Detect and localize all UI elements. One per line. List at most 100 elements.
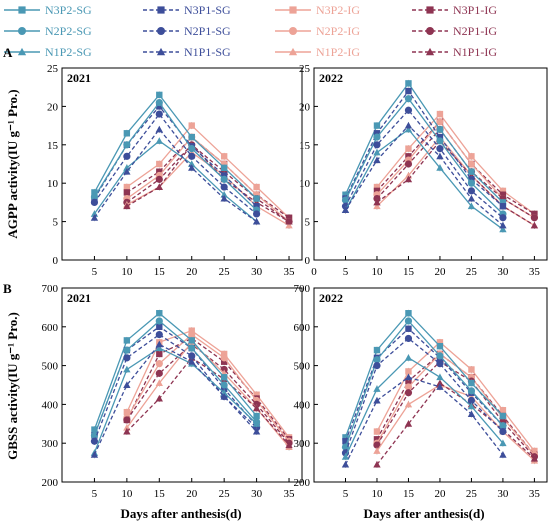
legend-item: N2P1-IG [412, 24, 497, 38]
data-point [468, 168, 475, 175]
x-tick-label: 35 [529, 266, 541, 278]
data-point [155, 340, 163, 348]
series-n2p1-sg [341, 334, 507, 457]
y-tick-label: 25 [299, 63, 311, 75]
data-point [373, 122, 381, 129]
series-line [93, 343, 258, 456]
data-point [499, 187, 507, 195]
data-point [90, 214, 99, 221]
data-point [342, 438, 349, 445]
series-n1p1-sg [341, 373, 507, 469]
y-tick-label: 600 [42, 322, 59, 334]
legend-marker [18, 27, 26, 35]
data-point [405, 377, 412, 385]
series-line [126, 343, 290, 444]
x-tick-label: 30 [497, 488, 509, 500]
data-point [155, 98, 163, 107]
data-point [373, 441, 381, 449]
data-point [188, 352, 196, 360]
x-axis-label-left: Days after anthesis(d) [120, 506, 241, 521]
data-point [373, 133, 381, 141]
data-point [220, 354, 228, 362]
data-point [405, 368, 412, 375]
data-point [436, 343, 444, 350]
data-point [373, 148, 381, 156]
series-n2p2-sg [341, 95, 507, 218]
data-point [188, 133, 195, 141]
data-point [436, 373, 444, 381]
data-point [373, 130, 381, 137]
data-point [404, 95, 413, 103]
data-point [531, 447, 538, 455]
data-point [91, 189, 98, 196]
data-point [499, 407, 507, 414]
legend-marker [289, 6, 297, 14]
series-line [126, 124, 290, 219]
gbss-y-axis-label: GBSS activity(IU g⁻¹ Pro.) [5, 312, 20, 460]
data-point [90, 451, 99, 458]
x-tick-label: 25 [219, 266, 231, 278]
data-point [467, 194, 476, 202]
series-n2p2-ig [123, 330, 293, 445]
data-point [436, 379, 444, 387]
legend-item: N2P2-SG [4, 24, 92, 38]
data-point [467, 396, 476, 405]
x-axis-label-right: Days after anthesis(d) [363, 506, 484, 521]
x-tick-label: 25 [466, 488, 478, 500]
data-point [373, 156, 381, 164]
data-point [155, 110, 163, 118]
legend-item: N3P2-SG [4, 3, 92, 17]
y-tick-label: 500 [42, 361, 59, 373]
series-n2p1-sg [341, 106, 507, 222]
data-point [156, 323, 163, 330]
data-point [155, 137, 163, 144]
x-tick-label: 20 [434, 266, 446, 278]
legend-label: N1P1-IG [453, 45, 497, 59]
data-point [155, 317, 163, 325]
series-n3p1-sg [342, 325, 507, 445]
data-point [123, 337, 131, 344]
data-point [90, 431, 99, 440]
data-point [252, 217, 261, 225]
series-line [93, 128, 257, 223]
x-tick-label: 30 [497, 266, 509, 278]
legend-item: N1P2-SG [4, 45, 92, 59]
data-point [341, 206, 350, 214]
x-tick-label: 15 [403, 488, 415, 500]
gbss-2022-panel: 200 300 400 500 600 700 5 10 15 20 25 30 35 2022 [294, 283, 548, 500]
series-line [376, 120, 535, 219]
data-point [436, 152, 444, 160]
x-tick-label: 0 [311, 266, 317, 278]
data-point [123, 141, 131, 149]
series-line [126, 143, 290, 223]
data-point [467, 402, 476, 410]
x-tick-label: 25 [466, 266, 478, 278]
data-point [188, 327, 195, 334]
series-line [344, 128, 504, 230]
data-point [155, 360, 163, 368]
y-tick-label: 0 [305, 255, 311, 267]
series-line [376, 140, 535, 226]
data-point [405, 145, 412, 152]
data-point [373, 141, 381, 149]
x-tick-label: 15 [154, 266, 166, 278]
data-point [188, 145, 196, 153]
data-point [155, 330, 163, 339]
data-point [499, 451, 507, 458]
agpp-2022-panel: 0 5 10 15 20 25 0 5 10 15 20 25 30 35 2022 [299, 63, 548, 278]
legend-item: N3P1-SG [143, 3, 231, 17]
data-point [499, 203, 507, 210]
data-point [373, 396, 381, 404]
data-point [155, 175, 163, 183]
legend-item: N1P1-SG [143, 45, 231, 59]
data-point [499, 221, 507, 229]
series-line [344, 89, 504, 207]
legend-marker [157, 6, 165, 14]
data-point [405, 87, 412, 95]
y-tick-label: 20 [47, 101, 59, 113]
data-point [530, 455, 539, 462]
series-n2p2-ig [373, 350, 539, 459]
data-point [373, 198, 381, 206]
data-point [188, 344, 196, 352]
